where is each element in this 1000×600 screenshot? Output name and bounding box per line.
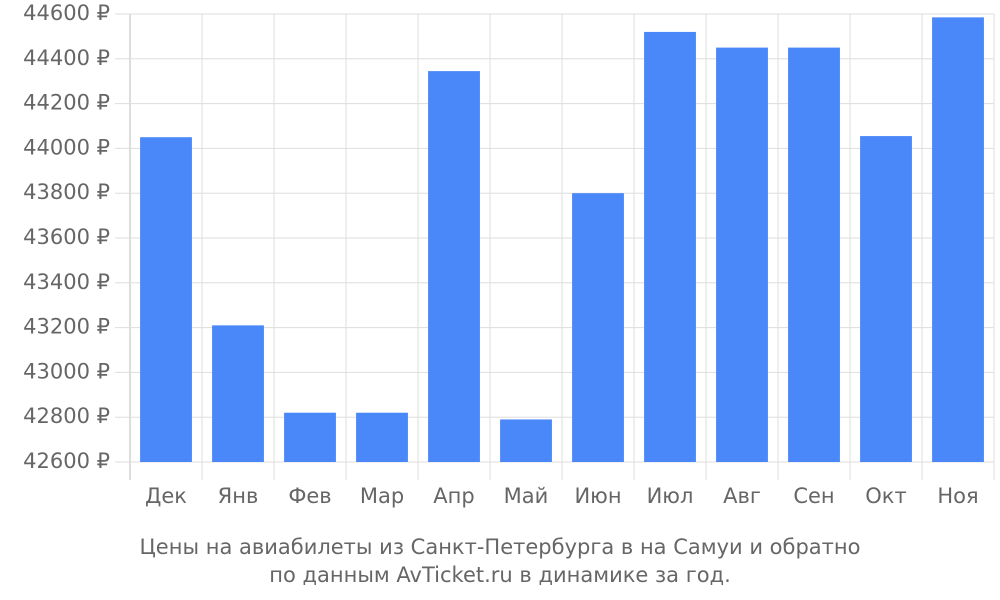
x-tick-label: Апр (433, 484, 474, 508)
bar (428, 71, 480, 463)
bar (644, 31, 696, 462)
y-tick-label: 44200 ₽ (23, 91, 110, 115)
bar (788, 47, 840, 462)
y-tick-label: 43600 ₽ (23, 225, 110, 249)
y-tick-label: 44000 ₽ (23, 135, 110, 159)
x-tick-label: Июл (647, 484, 694, 508)
y-tick-label: 44600 ₽ (23, 1, 110, 25)
y-tick-label: 42800 ₽ (23, 404, 110, 428)
chart-title: по данным AvTicket.ru в динамике за год. (269, 563, 731, 587)
x-tick-label: Фев (288, 484, 331, 508)
x-tick-label: Янв (218, 484, 259, 508)
bar (284, 412, 336, 462)
y-tick-label: 43400 ₽ (23, 270, 110, 294)
y-tick-label: 42600 ₽ (23, 449, 110, 473)
x-tick-label: Дек (145, 484, 187, 508)
y-tick-label: 44400 ₽ (23, 46, 110, 70)
bar (932, 17, 984, 463)
bar (572, 193, 624, 462)
y-tick-label: 43200 ₽ (23, 315, 110, 339)
x-tick-label: Июн (574, 484, 621, 508)
bar (356, 412, 408, 462)
x-tick-label: Авг (723, 484, 761, 508)
x-tick-label: Ноя (937, 484, 978, 508)
chart-title: Цены на авиабилеты из Санкт-Петербурга в… (140, 535, 861, 559)
y-tick-label: 43000 ₽ (23, 359, 110, 383)
bar (212, 325, 264, 462)
bar (500, 419, 552, 462)
y-tick-label: 43800 ₽ (23, 180, 110, 204)
x-tick-label: Сен (793, 484, 834, 508)
bar (140, 137, 192, 462)
x-tick-label: Окт (865, 484, 906, 508)
x-tick-label: Май (504, 484, 549, 508)
x-tick-label: Мар (360, 484, 404, 508)
bar (716, 47, 768, 462)
bar (860, 136, 912, 462)
